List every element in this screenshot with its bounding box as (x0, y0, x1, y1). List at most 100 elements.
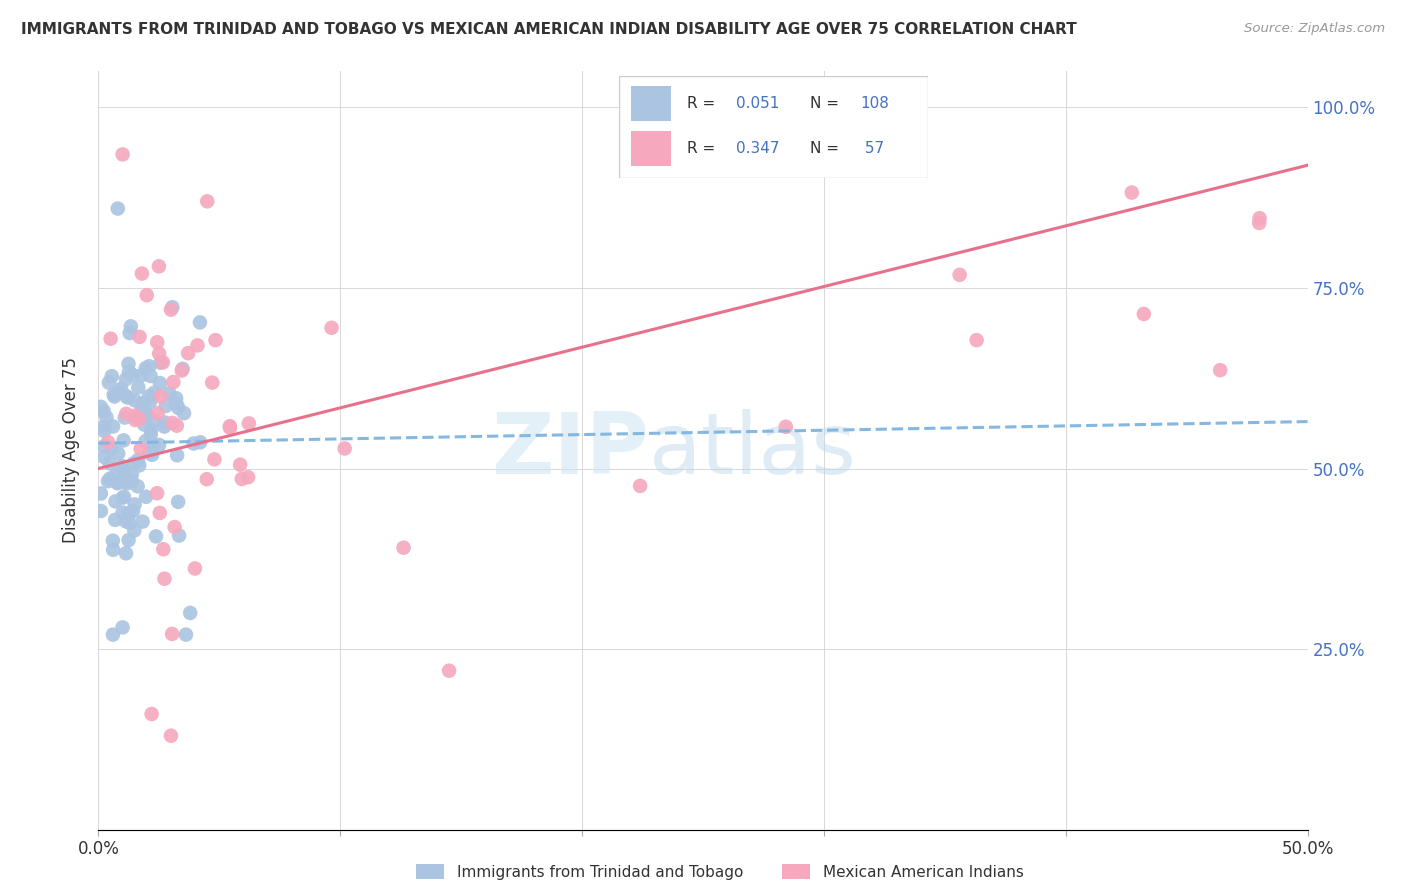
Point (131, 396, 153, 410)
Point (121, 368, 143, 382)
Point (115, 372, 138, 386)
Point (101, 627, 124, 641)
Point (231, 472, 253, 486)
Point (127, 479, 149, 493)
Text: R =: R = (686, 96, 720, 111)
Point (148, 260, 170, 274)
Bar (631, 87, 671, 121)
Point (107, 475, 129, 490)
Text: 0.051: 0.051 (737, 96, 779, 111)
Point (118, 365, 141, 379)
Point (98, 456, 121, 470)
Point (138, 389, 160, 403)
Point (141, 448, 163, 462)
Point (101, 419, 124, 434)
Point (105, 467, 128, 481)
Point (219, 421, 242, 435)
Point (111, 147, 134, 161)
Point (124, 497, 146, 511)
Point (162, 300, 184, 314)
Point (118, 326, 141, 340)
Point (148, 438, 170, 452)
Point (1209, 363, 1232, 377)
Point (118, 516, 141, 530)
Point (1249, 211, 1271, 226)
Point (195, 472, 218, 486)
Point (115, 407, 138, 421)
Point (1133, 307, 1156, 321)
Point (143, 385, 166, 400)
Point (111, 506, 134, 520)
Point (135, 408, 157, 422)
Point (93, 419, 115, 434)
Point (124, 393, 146, 408)
Point (966, 333, 988, 347)
Point (146, 486, 169, 500)
Point (186, 338, 208, 352)
Point (117, 357, 139, 371)
Point (122, 504, 145, 518)
Point (149, 506, 172, 520)
Point (93, 404, 115, 418)
Point (146, 335, 169, 350)
Point (128, 412, 150, 426)
Point (122, 457, 145, 471)
Bar (782, 863, 810, 880)
Point (167, 401, 190, 415)
Point (174, 627, 197, 641)
Point (166, 418, 188, 433)
Point (177, 346, 200, 360)
Point (103, 389, 125, 403)
Point (104, 513, 127, 527)
Point (138, 359, 160, 374)
Point (111, 491, 134, 505)
Point (129, 442, 152, 456)
Point (128, 409, 150, 423)
Point (184, 561, 207, 575)
Point (98, 472, 121, 486)
Point (238, 417, 260, 431)
Point (115, 546, 138, 560)
Point (93, 450, 115, 464)
Point (90, 504, 112, 518)
Point (131, 515, 153, 529)
Bar (631, 131, 671, 166)
Point (127, 380, 149, 394)
Point (131, 401, 153, 415)
Point (152, 355, 174, 369)
Point (121, 467, 143, 481)
Point (1121, 186, 1143, 200)
Point (96, 410, 118, 425)
Point (100, 442, 122, 456)
Point (128, 458, 150, 473)
Y-axis label: Disability Age Over 75: Disability Age Over 75 (62, 358, 80, 543)
Point (93, 424, 115, 438)
Point (170, 363, 193, 377)
Text: ZIP: ZIP (491, 409, 648, 492)
Point (124, 524, 146, 538)
Point (236, 470, 259, 484)
Point (97, 435, 120, 450)
Point (166, 448, 188, 462)
Bar (416, 863, 444, 880)
Point (103, 387, 125, 401)
Point (321, 320, 343, 334)
Point (188, 435, 211, 450)
Point (145, 529, 167, 543)
Text: atlas: atlas (648, 409, 856, 492)
Point (139, 394, 162, 409)
Point (149, 389, 172, 403)
Point (142, 437, 165, 451)
Point (97, 474, 120, 488)
Point (437, 664, 460, 678)
Point (204, 333, 226, 347)
Point (97, 376, 120, 390)
Point (114, 410, 136, 425)
Point (141, 422, 163, 436)
Point (155, 399, 177, 413)
Point (135, 288, 157, 302)
FancyBboxPatch shape (619, 76, 928, 178)
Point (160, 302, 183, 317)
Point (111, 458, 134, 473)
Point (112, 490, 135, 504)
